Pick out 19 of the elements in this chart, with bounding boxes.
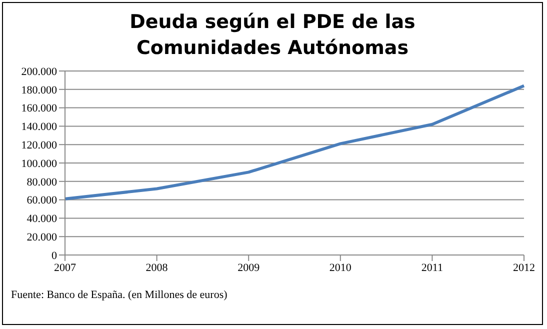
x-tick-label: 2012 [513, 262, 535, 274]
source-note: Fuente: Banco de España. (en Millones de euros) [11, 289, 228, 301]
y-tick-label: 0 [52, 250, 58, 262]
x-tick-label: 2011 [421, 262, 443, 274]
y-tick-label: 180.000 [21, 84, 58, 96]
y-tick-label: 20.000 [26, 232, 58, 244]
y-tick-label: 160.000 [21, 102, 58, 115]
x-tick-label: 2007 [54, 262, 76, 274]
y-tick-label: 140.000 [21, 121, 58, 134]
y-tick-label: 200.000 [21, 66, 58, 78]
y-tick-label: 60.000 [26, 194, 58, 207]
y-tick-label: 80.000 [26, 176, 58, 188]
x-tick-label: 2009 [238, 262, 260, 274]
x-tick-label: 2008 [146, 262, 168, 274]
y-tick-label: 40.000 [26, 213, 58, 226]
x-tick-label: 2010 [329, 262, 352, 274]
chart-title: Deuda según el PDE de las Comunidades Autónomas [128, 10, 416, 61]
y-tick-label: 100.000 [21, 158, 58, 170]
y-tick-label: 120.000 [21, 140, 58, 152]
